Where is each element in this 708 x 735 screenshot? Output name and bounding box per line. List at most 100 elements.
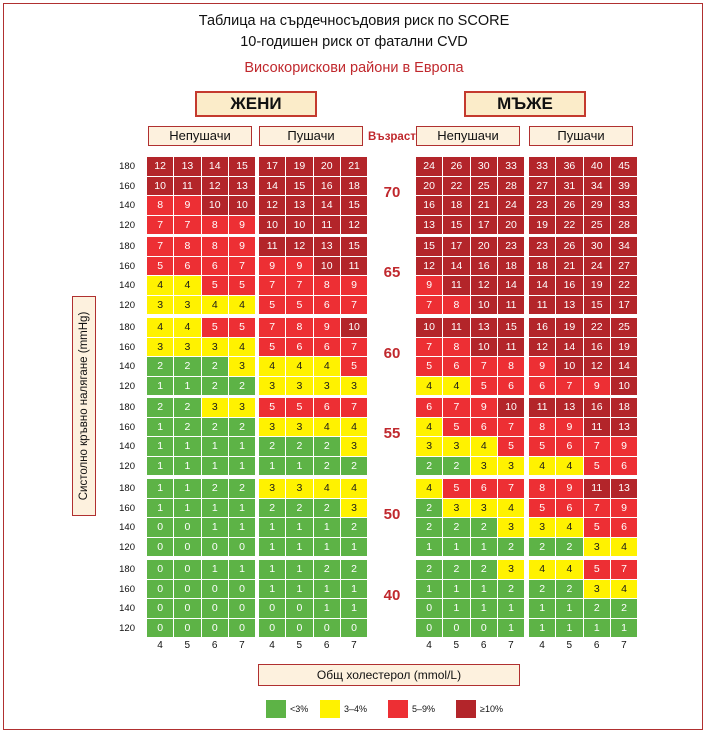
risk-cell-women-smoker: 9: [313, 318, 340, 337]
risk-cell-women-nonsmoker: 4: [228, 295, 256, 314]
risk-cell-women-smoker: 1: [259, 537, 286, 556]
bp-level-label: 120: [119, 299, 135, 311]
risk-cell-men-smoker: 11: [529, 295, 556, 314]
risk-cell-men-smoker: 17: [610, 295, 638, 314]
risk-cell-women-nonsmoker: 2: [228, 479, 256, 498]
risk-cell-women-nonsmoker: 7: [147, 237, 174, 256]
risk-cell-men-smoker: 14: [610, 357, 638, 376]
risk-cell-men-smoker: 22: [583, 318, 610, 337]
bp-level-label: 160: [119, 421, 135, 433]
age-label: 70: [383, 184, 401, 201]
risk-cell-women-smoker: 1: [259, 518, 286, 537]
risk-cell-men-nonsmoker: 1: [443, 579, 470, 598]
risk-cell-women-smoker: 1: [340, 537, 368, 556]
risk-cell-men-smoker: 3: [529, 518, 556, 537]
risk-cell-men-smoker: 9: [583, 376, 610, 395]
risk-cell-men-smoker: 10: [610, 376, 638, 395]
risk-cell-women-nonsmoker: 1: [147, 498, 174, 517]
risk-cell-women-nonsmoker: 12: [147, 157, 174, 176]
risk-cell-men-nonsmoker: 5: [443, 417, 470, 436]
chart-subtitle: Високорискови райони в Европа: [244, 60, 464, 76]
bp-level-label: 140: [119, 522, 135, 533]
risk-cell-women-smoker: 0: [259, 599, 286, 618]
risk-cell-women-nonsmoker: 2: [201, 479, 228, 498]
risk-cell-men-nonsmoker: 1: [497, 599, 525, 618]
risk-cell-women-nonsmoker: 0: [147, 518, 174, 537]
cholesterol-tick-label: 5: [184, 640, 191, 651]
chart-title-line1: Таблица на сърдечносъдовия риск по SCORE: [198, 13, 510, 29]
cholesterol-tick-label: 6: [211, 640, 218, 651]
risk-cell-women-nonsmoker: 0: [174, 618, 201, 637]
risk-cell-men-smoker: 10: [556, 357, 583, 376]
risk-cell-men-smoker: 27: [610, 256, 638, 275]
risk-cell-men-nonsmoker: 18: [443, 196, 470, 215]
risk-cell-women-nonsmoker: 10: [228, 196, 256, 215]
risk-cell-women-smoker: 1: [259, 560, 286, 579]
risk-cell-men-nonsmoker: 15: [497, 318, 525, 337]
risk-cell-men-nonsmoker: 5: [497, 437, 525, 456]
risk-cell-women-smoker: 1: [259, 579, 286, 598]
risk-cell-women-nonsmoker: 0: [201, 618, 228, 637]
risk-cell-women-nonsmoker: 1: [228, 518, 256, 537]
risk-cell-men-smoker: 29: [583, 196, 610, 215]
risk-cell-men-smoker: 13: [610, 417, 638, 436]
risk-cell-men-nonsmoker: 2: [416, 456, 443, 475]
risk-cell-women-nonsmoker: 3: [147, 337, 174, 356]
risk-cell-men-nonsmoker: 2: [497, 537, 525, 556]
bp-level-label: 160: [119, 583, 135, 595]
risk-cell-women-smoker: 15: [340, 237, 368, 256]
risk-cell-men-nonsmoker: 10: [470, 337, 497, 356]
risk-cell-men-smoker: 11: [583, 417, 610, 436]
risk-cell-men-nonsmoker: 1: [470, 579, 497, 598]
cholesterol-tick-label: 4: [157, 640, 163, 651]
risk-cell-men-smoker: 45: [610, 157, 638, 176]
risk-cell-women-nonsmoker: 7: [228, 256, 256, 275]
risk-cell-women-nonsmoker: 0: [147, 579, 174, 598]
risk-cell-men-smoker: 12: [529, 337, 556, 356]
risk-cell-men-nonsmoker: 6: [497, 376, 525, 395]
risk-cell-women-nonsmoker: 3: [228, 398, 256, 417]
risk-cell-women-nonsmoker: 2: [228, 376, 256, 395]
risk-cell-men-smoker: 1: [529, 599, 556, 618]
chart-title-line2: 10-годишен риск от фатални CVD: [240, 34, 468, 50]
x-axis-label: Общ холестерол (mmol/L): [258, 664, 520, 686]
bp-level-label: 180: [119, 241, 135, 252]
risk-cell-women-nonsmoker: 6: [201, 256, 228, 275]
risk-cell-men-nonsmoker: 15: [443, 215, 470, 234]
risk-cell-men-nonsmoker: 3: [470, 456, 497, 475]
risk-cell-men-nonsmoker: 1: [443, 599, 470, 618]
risk-cell-men-smoker: 13: [610, 479, 638, 498]
risk-cell-women-nonsmoker: 0: [147, 618, 174, 637]
risk-cell-men-smoker: 33: [529, 157, 556, 176]
risk-cell-women-nonsmoker: 4: [201, 295, 228, 314]
risk-cell-women-smoker: 7: [340, 398, 368, 417]
risk-cell-men-nonsmoker: 6: [470, 417, 497, 436]
risk-cell-women-nonsmoker: 5: [147, 256, 174, 275]
risk-cell-women-nonsmoker: 4: [174, 276, 201, 295]
risk-cell-women-nonsmoker: 3: [147, 295, 174, 314]
risk-cell-men-smoker: 34: [610, 237, 638, 256]
risk-cell-men-smoker: 25: [583, 215, 610, 234]
risk-cell-men-nonsmoker: 2: [416, 560, 443, 579]
risk-cell-men-smoker: 27: [529, 176, 556, 195]
risk-cell-women-nonsmoker: 0: [174, 579, 201, 598]
risk-cell-men-smoker: 14: [529, 276, 556, 295]
risk-cell-women-nonsmoker: 3: [174, 337, 201, 356]
risk-cell-women-smoker: 1: [259, 456, 286, 475]
risk-cell-women-smoker: 2: [313, 560, 340, 579]
risk-cell-men-nonsmoker: 13: [470, 318, 497, 337]
risk-cell-men-smoker: 31: [556, 176, 583, 195]
risk-cell-men-nonsmoker: 11: [443, 276, 470, 295]
risk-cell-men-nonsmoker: 7: [443, 398, 470, 417]
risk-cell-women-smoker: 18: [340, 176, 368, 195]
risk-cell-women-nonsmoker: 1: [174, 437, 201, 456]
risk-cell-women-nonsmoker: 4: [174, 318, 201, 337]
risk-cell-women-nonsmoker: 1: [201, 560, 228, 579]
risk-cell-men-smoker: 16: [556, 276, 583, 295]
risk-cell-men-smoker: 23: [529, 196, 556, 215]
risk-cell-men-smoker: 18: [529, 256, 556, 275]
risk-cell-men-nonsmoker: 16: [470, 256, 497, 275]
risk-cell-men-smoker: 21: [556, 256, 583, 275]
bp-level-label: 140: [119, 441, 135, 452]
risk-cell-women-smoker: 3: [259, 417, 286, 436]
